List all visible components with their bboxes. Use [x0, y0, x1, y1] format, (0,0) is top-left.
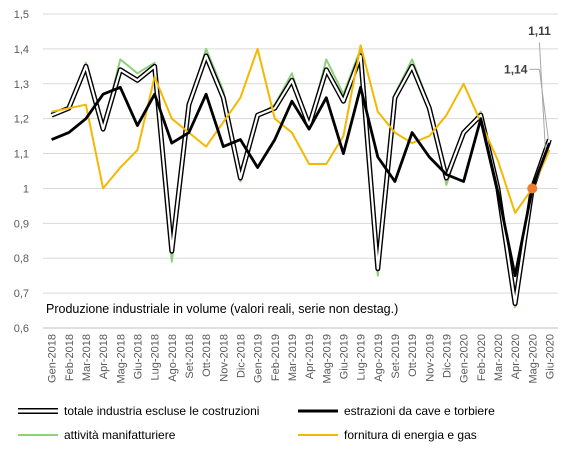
x-tick-label: Giu-2019 — [338, 334, 350, 379]
x-tick-label: Lug-2018 — [150, 334, 162, 381]
legend-swatch-thick — [298, 409, 338, 413]
legend-swatch-yellow — [298, 434, 338, 436]
x-tick-label: Mag-2019 — [321, 334, 333, 384]
x-tick-label: Gen-2020 — [459, 334, 471, 383]
x-tick-label: Feb-2019 — [270, 334, 282, 381]
x-tick-label: Nov-2019 — [424, 334, 436, 382]
y-tick-label: 1,2 — [14, 114, 29, 126]
x-tick-label: Feb-2020 — [476, 334, 488, 381]
legend-label: fornitura di energia e gas — [344, 428, 477, 442]
legend-item-totale: totale industria escluse le costruzioni — [18, 404, 259, 418]
legend-swatch-outlined — [18, 408, 58, 414]
x-tick-label: Mag-2018 — [115, 334, 127, 384]
markers — [527, 183, 538, 194]
x-tick-label: Giu-2020 — [544, 334, 556, 379]
x-tick-label: Feb-2018 — [64, 334, 76, 381]
x-tick-label: Nov-2018 — [218, 334, 230, 382]
x-tick-label: Ago-2018 — [167, 334, 179, 382]
x-tick-label: Mar-2019 — [287, 334, 299, 381]
x-tick-label: Set-2018 — [184, 334, 196, 379]
line-chart: 0,6 0,7 0,8 0,9 1 1,1 1,2 1,3 1,4 1,5 Gen-2018 Feb… — [14, 9, 558, 384]
x-tick-label: Ott-2018 — [201, 334, 213, 377]
x-tick-label: Dic-2019 — [441, 334, 453, 378]
annotations: 1,11 1,14 — [504, 24, 551, 151]
chart-subtitle: Produzione industriale in volume (valori… — [46, 302, 398, 316]
x-tick-label: Gen-2018 — [47, 334, 59, 383]
gridlines — [43, 13, 558, 329]
legend-swatch-green — [18, 434, 58, 436]
data-point-marker — [527, 183, 538, 194]
legend-label: estrazioni da cave e torbiere — [344, 404, 495, 418]
legend-label: attività manifatturiere — [64, 428, 176, 442]
series-line-estrazioni — [51, 85, 551, 278]
legend-item-manifatturiere: attività manifatturiere — [18, 428, 175, 442]
x-tick-label: Ott-2019 — [407, 334, 419, 377]
legend-item-estrazioni: estrazioni da cave e torbiere — [298, 404, 495, 418]
x-tick-label: Gen-2019 — [253, 334, 265, 383]
x-tick-label: Apr-2020 — [510, 334, 522, 379]
x-tick-label: Mar-2020 — [493, 334, 505, 381]
y-tick-label: 0,9 — [14, 218, 29, 230]
x-tick-label: Giu-2018 — [132, 334, 144, 379]
y-tick-label: 1,3 — [14, 79, 29, 91]
legend-item-energia: fornitura di energia e gas — [298, 428, 477, 442]
annotation-label: 1,11 — [528, 24, 551, 38]
y-tick-label: 1,1 — [14, 149, 29, 161]
y-tick-label: 1 — [23, 183, 29, 195]
x-tick-label: Lug-2019 — [356, 334, 368, 381]
annotation-leader — [538, 69, 549, 140]
x-tick-label: Mag-2020 — [527, 334, 539, 384]
annotation-label: 1,14 — [504, 62, 528, 76]
y-tick-label: 0,8 — [14, 253, 29, 265]
y-tick-label: 0,6 — [14, 323, 29, 335]
x-tick-label: Dic-2018 — [235, 334, 247, 378]
series-lines — [50, 44, 552, 309]
legend-label: totale industria escluse le costruzioni — [64, 404, 260, 418]
x-tick-label: Mar-2018 — [81, 334, 93, 381]
y-tick-label: 1,5 — [14, 9, 29, 21]
x-tick-label: Ago-2019 — [373, 334, 385, 382]
x-tick-label: Apr-2018 — [98, 334, 110, 379]
series-line-totale — [51, 54, 551, 305]
series-line-totale-outline — [50, 53, 552, 307]
series-line-energia — [51, 44, 551, 214]
y-tick-label: 1,4 — [14, 44, 29, 56]
legend: totale industria escluse le costruzioni … — [0, 398, 572, 452]
x-tick-label: Set-2019 — [390, 334, 402, 379]
x-tick-label: Apr-2019 — [304, 334, 316, 379]
y-tick-label: 0,7 — [14, 288, 29, 300]
y-axis-ticks: 0,6 0,7 0,8 0,9 1 1,1 1,2 1,3 1,4 1,5 — [14, 9, 29, 335]
series-line-manifatturiere — [51, 47, 551, 309]
x-axis-ticks: Gen-2018 Feb-2018 Mar-2018 Apr-2018 Mag-2018… — [47, 334, 557, 384]
